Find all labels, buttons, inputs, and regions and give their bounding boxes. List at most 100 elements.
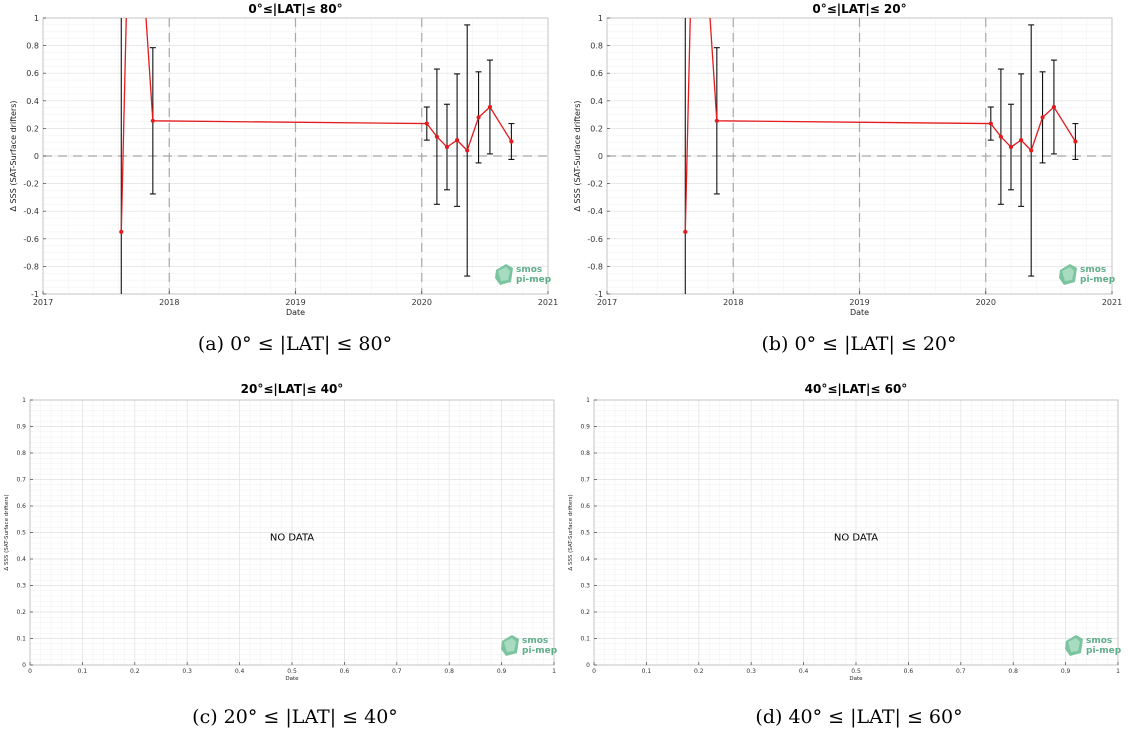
- chart1-x-axis-label: Date: [850, 308, 869, 317]
- chart0-logo-text-1: smos: [516, 265, 542, 275]
- chart0-y-tick-label: -0.6: [23, 235, 39, 244]
- chart3-y-tick-label: 0: [586, 662, 590, 669]
- chart2-x-tick-label: 0.4: [235, 668, 245, 675]
- chart2-y-axis-label: Δ SSS (SAT-Surface drifters): [4, 494, 10, 570]
- chart0-y-tick-label: 0.4: [26, 97, 39, 106]
- chart0-x-tick-label: 2018: [159, 298, 179, 307]
- chart0-y-tick-label: 0.2: [26, 124, 39, 133]
- chart0-logo-shape-highlight-icon: [498, 267, 510, 281]
- chart1-data-point: [683, 229, 688, 234]
- chart3-x-tick-label: 0.8: [1008, 668, 1018, 675]
- chart2-x-tick-label: 0.6: [340, 668, 350, 675]
- caption-a: (a) 0° ≤ |LAT| ≤ 80°: [197, 333, 393, 355]
- chart0-data-point: [434, 134, 439, 139]
- chart2-y-tick-label: 0.7: [16, 477, 26, 484]
- chart1-data-point: [1040, 115, 1045, 120]
- chart2-y-tick-label: 0.9: [16, 424, 26, 431]
- chart3-x-tick-label: 0.5: [851, 668, 861, 675]
- chart3-y-tick-label: 0.9: [580, 424, 590, 431]
- chart1-title: 0°≤|LAT|≤ 20°: [812, 2, 906, 16]
- chart2-no-data-annotation: NO DATA: [270, 532, 314, 543]
- chart1-y-tick-label: 0.6: [590, 69, 603, 78]
- chart3-y-tick-label: 1: [586, 397, 590, 404]
- chart3-x-tick-label: 0.1: [642, 668, 652, 675]
- chart1-logo-text-2: pi-mep: [1080, 275, 1116, 285]
- chart2-x-axis-label: Date: [285, 676, 299, 682]
- chart2-y-tick-label: 0: [22, 662, 26, 669]
- chart1-y-tick-label: -0.8: [587, 262, 603, 271]
- chart3-logo-shape-highlight-icon: [1068, 638, 1080, 652]
- chart-svg-c: 0 0.1 0.2 0.3 0.4 0.5 0.6 0.7 0.8 0.9 1 0 0.1 0.2 0.3 0…: [4, 382, 558, 682]
- chart1-x-tick-label: 2021: [1102, 298, 1122, 307]
- chart3-x-tick-label: 1: [1116, 668, 1120, 675]
- chart2-x-tick-label: 0: [28, 668, 32, 675]
- chart0-x-tick-label: 2017: [33, 298, 53, 307]
- chart1-y-tick-label: 0: [598, 152, 603, 161]
- chart3-x-tick-label: 0.2: [694, 668, 704, 675]
- chart2-y-tick-label: 0.2: [16, 609, 26, 616]
- chart1-y-tick-label: -0.4: [587, 207, 603, 216]
- chart3-x-axis-label: Date: [849, 676, 863, 682]
- chart0-y-tick-label: -0.8: [23, 262, 39, 271]
- chart3-title: 40°≤|LAT|≤ 60°: [805, 382, 908, 396]
- chart1-x-tick-label: 2019: [849, 298, 869, 307]
- chart-svg-a: 2017 2018 2019 2020 2021 -1 -0.8 -0.6 -0.4 -0.2 0 0…: [9, 2, 558, 317]
- caption-b: (b) 0° ≤ |LAT| ≤ 20°: [761, 333, 957, 355]
- chart0-data-point: [487, 104, 493, 110]
- chart1-data-point: [1051, 104, 1057, 110]
- chart3-y-tick-label: 0.1: [580, 636, 590, 643]
- chart-panel-c: 0 0.1 0.2 0.3 0.4 0.5 0.6 0.7 0.8 0.9 1 0 0.1 0.2 0.3 0…: [0, 376, 560, 751]
- chart3-x-tick-label: 0.9: [1061, 668, 1071, 675]
- chart1-y-axis-label: Δ SSS (SAT-Surface drifters): [573, 101, 582, 212]
- chart1-y-tick-label: -0.2: [587, 180, 603, 189]
- chart0-data-point: [150, 118, 155, 123]
- chart1-data-point: [1073, 139, 1078, 144]
- chart0-y-tick-label: 1: [34, 14, 39, 23]
- chart3-y-tick-label: 0.2: [580, 609, 590, 616]
- chart0-x-tick-label: 2019: [285, 298, 305, 307]
- chart2-x-tick-label: 0.2: [130, 668, 140, 675]
- chart0-x-tick-label: 2021: [538, 298, 558, 307]
- chart0-data-point: [455, 138, 460, 143]
- chart2-y-tick-label: 1: [22, 397, 26, 404]
- chart3-logo-text-2: pi-mep: [1086, 646, 1122, 656]
- chart2-x-tick-label: 1: [552, 668, 556, 675]
- chart0-data-point: [424, 121, 429, 126]
- chart0-y-axis-label: Δ SSS (SAT-Surface drifters): [9, 101, 18, 212]
- chart3-y-tick-label: 0.5: [580, 530, 590, 537]
- chart2-logo-text-1: smos: [522, 636, 548, 646]
- chart1-y-tick-label: 0.2: [590, 124, 603, 133]
- chart1-y-tick-label: 0.8: [590, 42, 603, 51]
- chart1-logo-shape-highlight-icon: [1062, 267, 1074, 281]
- chart2-x-tick-label: 0.5: [287, 668, 297, 675]
- chart-svg-d: 0 0.1 0.2 0.3 0.4 0.5 0.6 0.7 0.8 0.9 1 0 0.1 0.2 0.3 0…: [568, 382, 1122, 682]
- chart0-y-tick-label: -0.2: [23, 180, 39, 189]
- chart3-y-tick-label: 0.8: [580, 450, 590, 457]
- chart3-y-tick-label: 0.3: [580, 583, 590, 590]
- chart0-title: 0°≤|LAT|≤ 80°: [248, 2, 342, 16]
- chart3-no-data-annotation: NO DATA: [834, 532, 878, 543]
- chart1-data-point: [714, 118, 719, 123]
- chart3-y-tick-label: 0.4: [580, 556, 590, 563]
- chart0-data-point: [465, 148, 470, 153]
- caption-c: (c) 20° ≤ |LAT| ≤ 40°: [192, 706, 398, 728]
- chart2-y-tick-label: 0.8: [16, 450, 26, 457]
- chart2-x-tick-label: 0.8: [444, 668, 454, 675]
- chart1-logo-text-1: smos: [1080, 265, 1106, 275]
- chart2-y-tick-label: 0.5: [16, 530, 26, 537]
- chart3-x-tick-label: 0.6: [904, 668, 914, 675]
- chart0-y-tick-label: 0.6: [26, 69, 39, 78]
- chart0-data-point: [444, 144, 450, 150]
- chart1-data-point: [1019, 138, 1024, 143]
- chart0-plot-area: [119, 18, 515, 294]
- chart2-x-tick-label: 0.7: [392, 668, 402, 675]
- chart3-grid: [593, 399, 1119, 666]
- chart-panel-a: 2017 2018 2019 2020 2021 -1 -0.8 -0.6 -0.4 -0.2 0 0…: [0, 0, 560, 375]
- chart1-y-tick-label: 0.4: [590, 97, 603, 106]
- chart0-y-tick-label: 0.8: [26, 42, 39, 51]
- chart2-x-tick-label: 0.9: [497, 668, 507, 675]
- chart3-y-tick-label: 0.6: [580, 503, 590, 510]
- chart1-data-point: [1029, 148, 1034, 153]
